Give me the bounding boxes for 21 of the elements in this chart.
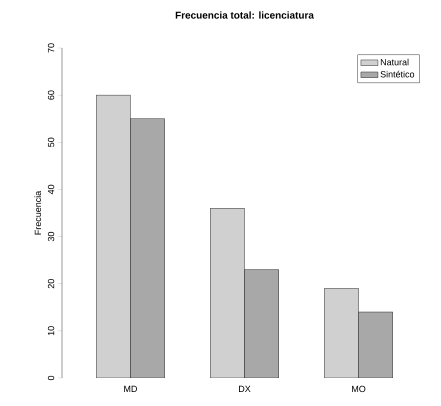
bar: [210, 208, 245, 378]
y-tick-label: 70: [48, 43, 54, 53]
y-tick-label: 60: [48, 90, 54, 100]
y-tick-label: 40: [48, 184, 54, 194]
x-tick-label: MD: [124, 386, 137, 392]
bar: [130, 118, 165, 378]
y-tick-label: 0: [48, 376, 54, 380]
bar: [96, 94, 131, 378]
bar: [244, 269, 279, 378]
legend-label: Sintético: [380, 70, 414, 78]
y-tick-label: 20: [48, 279, 54, 288]
x-tick-label: DX: [239, 386, 251, 392]
legend-label: Natural: [380, 58, 408, 66]
y-tick-label: 10: [48, 326, 54, 336]
x-tick-label: MO: [352, 386, 366, 392]
y-axis-title: Frecuencia: [34, 190, 42, 234]
y-tick-label: 30: [48, 232, 54, 242]
chart-title: Frecuencia total: licenciatura: [176, 11, 314, 19]
bar: [324, 288, 359, 378]
bar: [358, 312, 393, 378]
y-tick-label: 50: [48, 138, 54, 147]
